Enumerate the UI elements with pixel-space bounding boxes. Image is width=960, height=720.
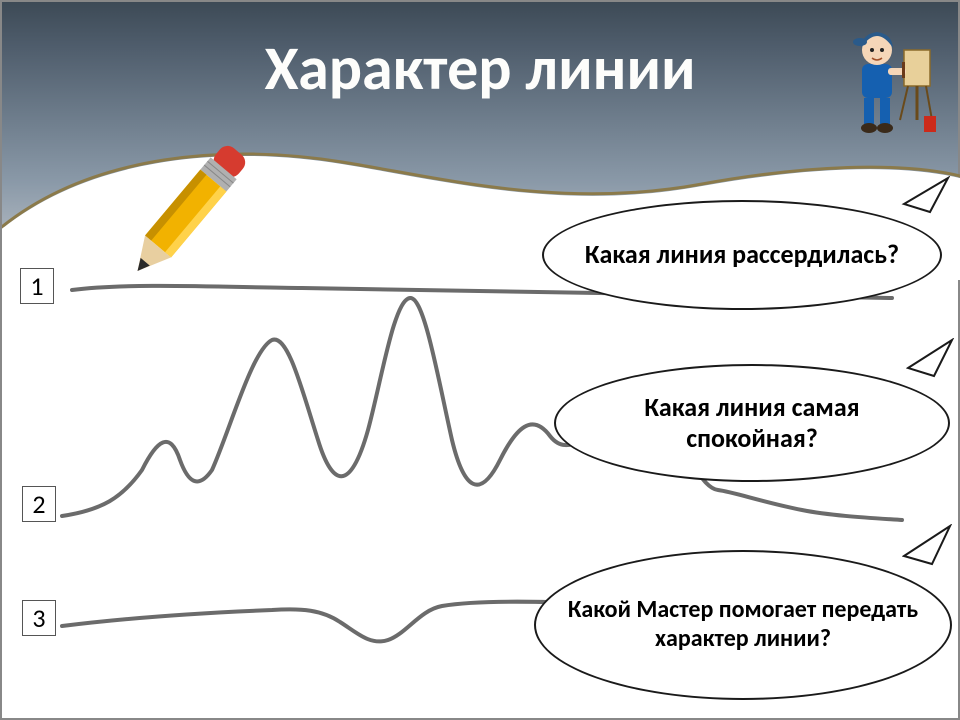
page-title: Характер линии [2, 30, 958, 106]
bubble-1-tail [900, 176, 952, 216]
artist-brush [902, 62, 905, 78]
bubble-1-text: Какая линия рассердилась? [585, 239, 899, 270]
artist-eye-l [870, 48, 874, 52]
artist-cap-brim [853, 38, 867, 46]
label-3: 3 [22, 600, 56, 636]
label-2: 2 [22, 486, 56, 522]
bubble-3-tail [902, 524, 954, 566]
artist-leg-l [864, 98, 874, 124]
artist-leg-r [880, 98, 890, 124]
artist-body [862, 64, 892, 98]
speech-bubble-1: Какая линия рассердилась? [542, 200, 942, 310]
bubble-2-tail [906, 338, 956, 380]
bubble-2-text: Какая линия самая спокойная? [576, 392, 928, 454]
label-1: 1 [20, 268, 54, 304]
speech-bubble-3: Какой Мастер помогает передать характер … [534, 550, 952, 700]
artist-character-icon [842, 20, 936, 140]
easel-leg-r [926, 86, 932, 120]
slide: Характер линии [0, 0, 960, 720]
pencil-body [145, 170, 226, 258]
easel-canvas [904, 50, 930, 86]
speech-bubble-2: Какая линия самая спокойная? [554, 364, 950, 482]
pencil-icon [102, 127, 272, 297]
bubble-3-text: Какой Мастер помогает передать характер … [556, 596, 930, 654]
easel-leg-l [900, 86, 908, 120]
artist-eye-r [880, 48, 884, 52]
